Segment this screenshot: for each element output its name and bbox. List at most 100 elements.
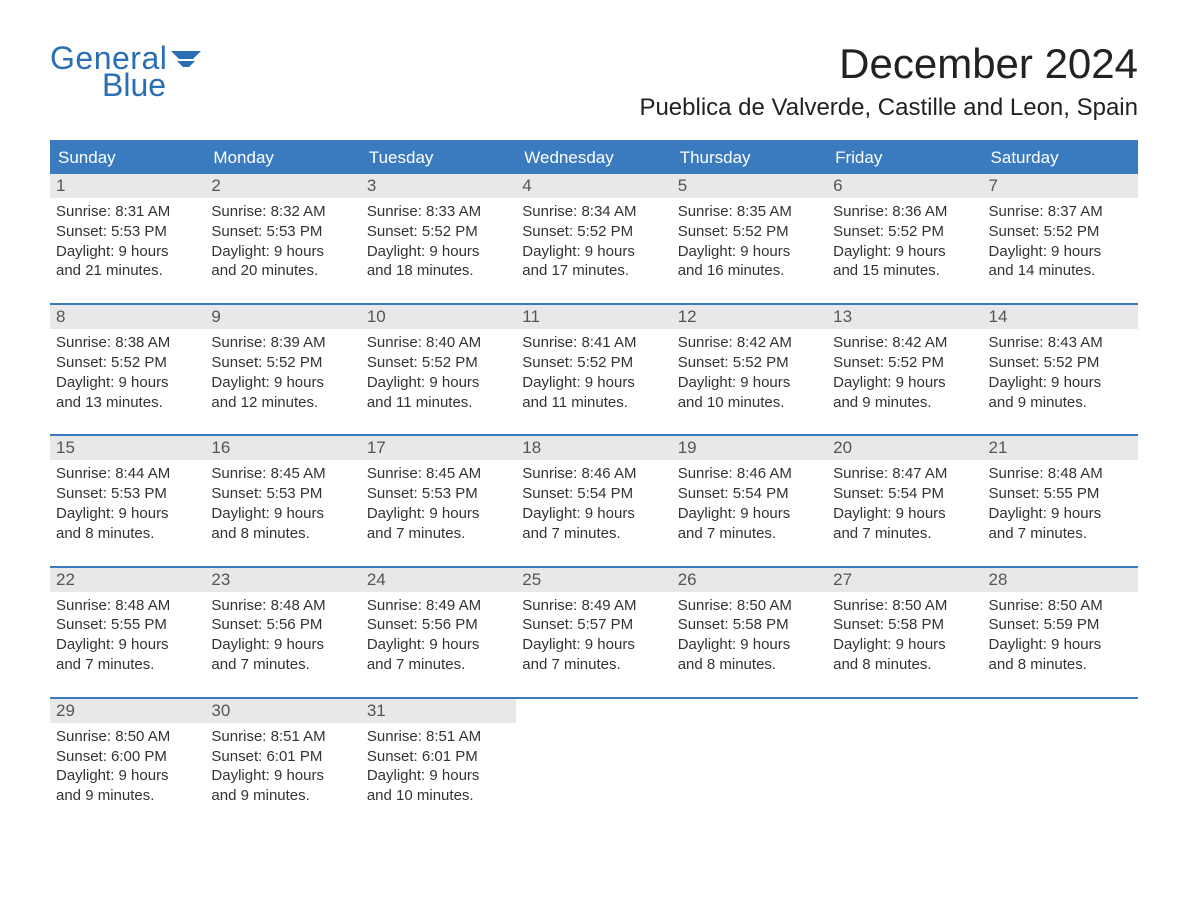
sunset-line: Sunset: 5:53 PM	[56, 222, 199, 242]
calendar-cell	[672, 699, 827, 806]
day-number: 21	[983, 436, 1138, 460]
week-row: 22Sunrise: 8:48 AMSunset: 5:55 PMDayligh…	[50, 566, 1138, 675]
calendar-cell: 25Sunrise: 8:49 AMSunset: 5:57 PMDayligh…	[516, 568, 671, 675]
sunset-line: Sunset: 5:53 PM	[211, 484, 354, 504]
calendar-cell: 12Sunrise: 8:42 AMSunset: 5:52 PMDayligh…	[672, 305, 827, 412]
day-number: 14	[983, 305, 1138, 329]
sunset-line: Sunset: 5:56 PM	[211, 615, 354, 635]
sunrise-line: Sunrise: 8:31 AM	[56, 202, 199, 222]
day-number: 19	[672, 436, 827, 460]
sunrise-line: Sunrise: 8:35 AM	[678, 202, 821, 222]
day-data: Sunrise: 8:33 AMSunset: 5:52 PMDaylight:…	[361, 198, 516, 281]
daylight-line-1: Daylight: 9 hours	[678, 635, 821, 655]
daylight-line-2: and 7 minutes.	[989, 524, 1132, 544]
day-number: 24	[361, 568, 516, 592]
day-data: Sunrise: 8:34 AMSunset: 5:52 PMDaylight:…	[516, 198, 671, 281]
sunset-line: Sunset: 6:01 PM	[367, 747, 510, 767]
week-row: 29Sunrise: 8:50 AMSunset: 6:00 PMDayligh…	[50, 697, 1138, 806]
sunrise-line: Sunrise: 8:50 AM	[56, 727, 199, 747]
daylight-line-2: and 17 minutes.	[522, 261, 665, 281]
header-row: General Blue December 2024 Pueblica de V…	[50, 40, 1138, 122]
sunset-line: Sunset: 5:55 PM	[56, 615, 199, 635]
daylight-line-1: Daylight: 9 hours	[833, 373, 976, 393]
day-data: Sunrise: 8:31 AMSunset: 5:53 PMDaylight:…	[50, 198, 205, 281]
daylight-line-2: and 10 minutes.	[367, 786, 510, 806]
day-data: Sunrise: 8:51 AMSunset: 6:01 PMDaylight:…	[361, 723, 516, 806]
sunset-line: Sunset: 5:54 PM	[522, 484, 665, 504]
sunset-line: Sunset: 5:59 PM	[989, 615, 1132, 635]
day-data: Sunrise: 8:35 AMSunset: 5:52 PMDaylight:…	[672, 198, 827, 281]
calendar-cell: 5Sunrise: 8:35 AMSunset: 5:52 PMDaylight…	[672, 174, 827, 281]
sunrise-line: Sunrise: 8:46 AM	[522, 464, 665, 484]
day-number: 29	[50, 699, 205, 723]
sunrise-line: Sunrise: 8:49 AM	[367, 596, 510, 616]
calendar-cell: 6Sunrise: 8:36 AMSunset: 5:52 PMDaylight…	[827, 174, 982, 281]
day-data: Sunrise: 8:39 AMSunset: 5:52 PMDaylight:…	[205, 329, 360, 412]
day-data: Sunrise: 8:42 AMSunset: 5:52 PMDaylight:…	[827, 329, 982, 412]
calendar-cell: 28Sunrise: 8:50 AMSunset: 5:59 PMDayligh…	[983, 568, 1138, 675]
day-number: 10	[361, 305, 516, 329]
calendar-cell: 7Sunrise: 8:37 AMSunset: 5:52 PMDaylight…	[983, 174, 1138, 281]
daylight-line-1: Daylight: 9 hours	[211, 766, 354, 786]
calendar-cell: 24Sunrise: 8:49 AMSunset: 5:56 PMDayligh…	[361, 568, 516, 675]
daylight-line-1: Daylight: 9 hours	[56, 242, 199, 262]
sunrise-line: Sunrise: 8:37 AM	[989, 202, 1132, 222]
sunrise-line: Sunrise: 8:42 AM	[833, 333, 976, 353]
daylight-line-2: and 7 minutes.	[833, 524, 976, 544]
daylight-line-2: and 20 minutes.	[211, 261, 354, 281]
sunrise-line: Sunrise: 8:51 AM	[367, 727, 510, 747]
day-number: 25	[516, 568, 671, 592]
sunset-line: Sunset: 6:01 PM	[211, 747, 354, 767]
calendar-cell	[516, 699, 671, 806]
sunrise-line: Sunrise: 8:43 AM	[989, 333, 1132, 353]
daylight-line-1: Daylight: 9 hours	[56, 373, 199, 393]
daylight-line-2: and 7 minutes.	[211, 655, 354, 675]
day-number: 17	[361, 436, 516, 460]
daylight-line-1: Daylight: 9 hours	[56, 635, 199, 655]
sunset-line: Sunset: 5:52 PM	[522, 353, 665, 373]
sunset-line: Sunset: 5:54 PM	[678, 484, 821, 504]
calendar-cell: 30Sunrise: 8:51 AMSunset: 6:01 PMDayligh…	[205, 699, 360, 806]
daylight-line-1: Daylight: 9 hours	[522, 373, 665, 393]
week-row: 8Sunrise: 8:38 AMSunset: 5:52 PMDaylight…	[50, 303, 1138, 412]
sunset-line: Sunset: 5:52 PM	[678, 222, 821, 242]
sunrise-line: Sunrise: 8:50 AM	[989, 596, 1132, 616]
sunrise-line: Sunrise: 8:33 AM	[367, 202, 510, 222]
day-data: Sunrise: 8:37 AMSunset: 5:52 PMDaylight:…	[983, 198, 1138, 281]
title-block: December 2024 Pueblica de Valverde, Cast…	[639, 40, 1138, 122]
daylight-line-2: and 7 minutes.	[367, 655, 510, 675]
sunset-line: Sunset: 5:52 PM	[989, 353, 1132, 373]
daylight-line-2: and 9 minutes.	[833, 393, 976, 413]
day-header-saturday: Saturday	[983, 142, 1138, 174]
day-data: Sunrise: 8:45 AMSunset: 5:53 PMDaylight:…	[205, 460, 360, 543]
day-data: Sunrise: 8:42 AMSunset: 5:52 PMDaylight:…	[672, 329, 827, 412]
calendar-cell: 13Sunrise: 8:42 AMSunset: 5:52 PMDayligh…	[827, 305, 982, 412]
sunset-line: Sunset: 5:54 PM	[833, 484, 976, 504]
day-data: Sunrise: 8:49 AMSunset: 5:56 PMDaylight:…	[361, 592, 516, 675]
sunset-line: Sunset: 5:56 PM	[367, 615, 510, 635]
day-data: Sunrise: 8:43 AMSunset: 5:52 PMDaylight:…	[983, 329, 1138, 412]
day-data: Sunrise: 8:32 AMSunset: 5:53 PMDaylight:…	[205, 198, 360, 281]
day-header-tuesday: Tuesday	[361, 142, 516, 174]
calendar-cell: 8Sunrise: 8:38 AMSunset: 5:52 PMDaylight…	[50, 305, 205, 412]
daylight-line-2: and 8 minutes.	[989, 655, 1132, 675]
daylight-line-1: Daylight: 9 hours	[56, 766, 199, 786]
daylight-line-2: and 9 minutes.	[56, 786, 199, 806]
day-number: 7	[983, 174, 1138, 198]
day-data: Sunrise: 8:38 AMSunset: 5:52 PMDaylight:…	[50, 329, 205, 412]
week-row: 15Sunrise: 8:44 AMSunset: 5:53 PMDayligh…	[50, 434, 1138, 543]
day-number: 13	[827, 305, 982, 329]
daylight-line-1: Daylight: 9 hours	[367, 242, 510, 262]
sunset-line: Sunset: 5:52 PM	[678, 353, 821, 373]
calendar-cell: 31Sunrise: 8:51 AMSunset: 6:01 PMDayligh…	[361, 699, 516, 806]
day-number: 26	[672, 568, 827, 592]
sunrise-line: Sunrise: 8:45 AM	[211, 464, 354, 484]
daylight-line-1: Daylight: 9 hours	[367, 635, 510, 655]
calendar-cell: 17Sunrise: 8:45 AMSunset: 5:53 PMDayligh…	[361, 436, 516, 543]
daylight-line-2: and 15 minutes.	[833, 261, 976, 281]
sunrise-line: Sunrise: 8:36 AM	[833, 202, 976, 222]
sunrise-line: Sunrise: 8:38 AM	[56, 333, 199, 353]
daylight-line-2: and 21 minutes.	[56, 261, 199, 281]
sunset-line: Sunset: 5:57 PM	[522, 615, 665, 635]
daylight-line-2: and 8 minutes.	[678, 655, 821, 675]
